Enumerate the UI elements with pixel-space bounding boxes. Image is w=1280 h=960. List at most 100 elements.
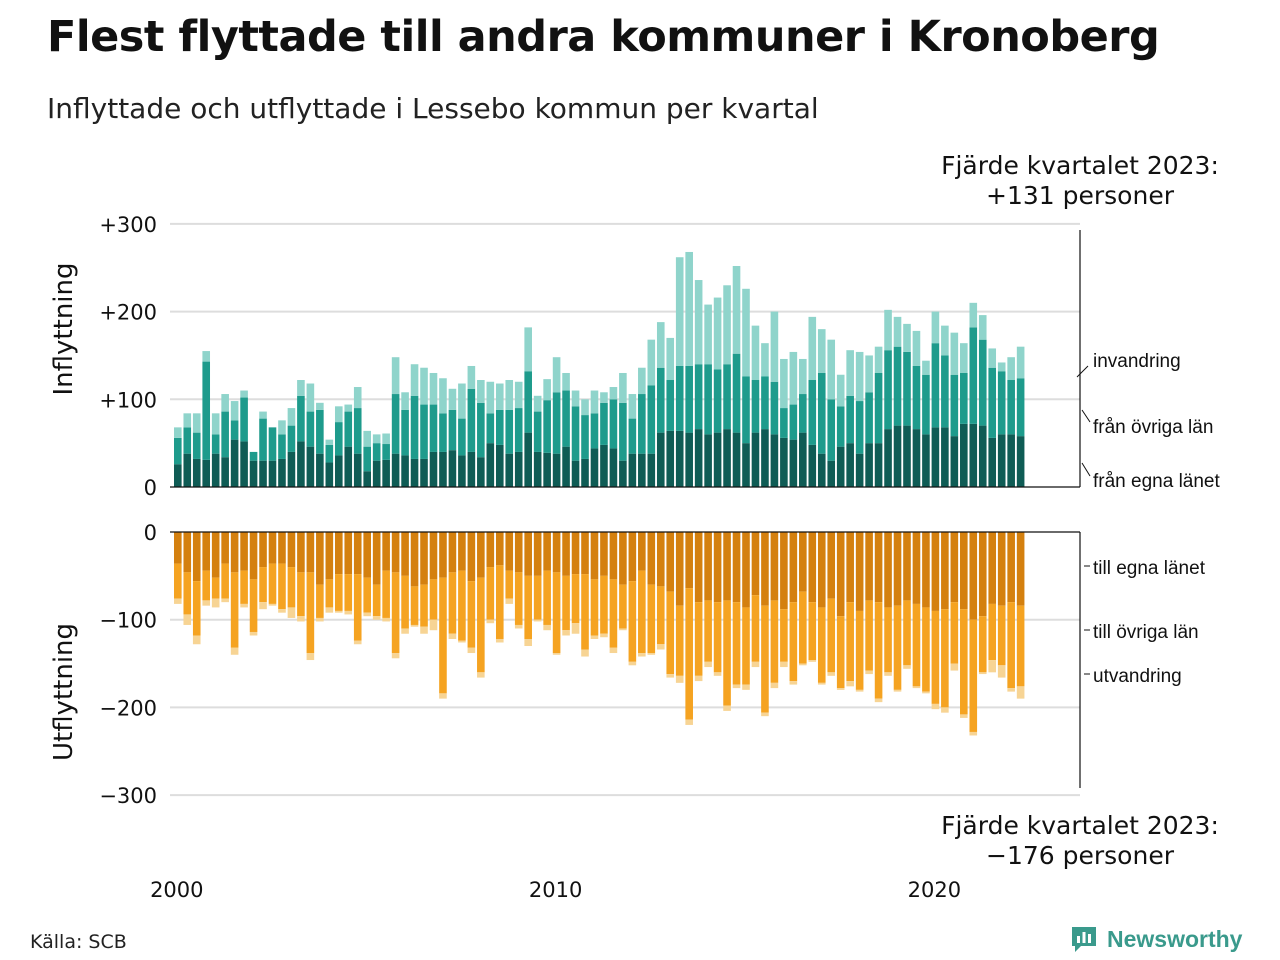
bar-in-egna — [713, 432, 722, 487]
bar-ut-ovriga — [410, 586, 419, 625]
y-axis-title-out: Utflyttning — [49, 623, 79, 761]
bar-in-ovriga — [997, 371, 1006, 435]
bar-ut-ovriga — [571, 574, 580, 624]
bar-in-invandring — [486, 381, 495, 414]
bar-in-invandring — [448, 388, 457, 410]
bar-in-egna — [353, 453, 362, 487]
bar-in-invandring — [950, 332, 959, 375]
bar-in-ovriga — [742, 376, 750, 444]
bar-ut-egna — [761, 532, 769, 606]
bar-ut-ovriga — [514, 572, 523, 625]
bar-ut-utvandring — [401, 628, 409, 634]
bar-in-egna — [391, 453, 400, 487]
bar-in-ovriga — [590, 413, 599, 449]
bar-in-ovriga — [448, 409, 457, 451]
bar-in-invandring — [401, 392, 409, 410]
bar-ut-utvandring — [609, 647, 618, 654]
axes: +300 +200 +100 0 0 −100 −200 −300 2000 2010 2020 — [99, 213, 1080, 902]
bar-in-egna — [808, 444, 817, 487]
bar-ut-utvandring — [969, 731, 978, 736]
bar-ut-egna — [429, 532, 438, 580]
bar-in-invandring — [467, 365, 476, 389]
bar-ut-utvandring — [495, 638, 504, 643]
bar-in-invandring — [259, 411, 267, 419]
bar-in-ovriga — [855, 401, 864, 454]
bar-ut-utvandring — [410, 624, 419, 627]
bar-in-invandring — [183, 413, 192, 428]
bar-ut-utvandring — [922, 691, 930, 694]
bar-ut-ovriga — [372, 584, 381, 617]
bar-in-invandring — [477, 380, 485, 403]
x-tick: 2010 — [529, 878, 582, 902]
chart-title: Flest flyttade till andra kommuner i Kro… — [47, 12, 1160, 62]
bar-in-invandring — [609, 387, 618, 400]
bar-in-egna — [316, 453, 324, 487]
bar-ut-ovriga — [429, 579, 438, 620]
newsworthy-logo-icon — [1072, 927, 1096, 952]
bar-in-invandring — [429, 372, 438, 405]
bar-in-ovriga — [372, 443, 381, 461]
bar-ut-utvandring — [732, 684, 741, 689]
bar-ut-ovriga — [477, 577, 485, 673]
bar-ut-ovriga — [230, 572, 239, 648]
bar-ut-ovriga — [543, 570, 551, 625]
bar-in-invandring — [458, 383, 466, 419]
bar-in-ovriga — [912, 365, 921, 430]
bar-in-egna — [306, 446, 315, 487]
bar-ut-ovriga — [334, 574, 343, 611]
bar-in-invandring — [571, 390, 580, 407]
bar-ut-ovriga — [249, 579, 258, 632]
bar-ut-egna — [903, 532, 911, 601]
bar-ut-utvandring — [960, 714, 968, 718]
bar-ut-utvandring — [297, 616, 305, 622]
bar-ut-egna — [600, 532, 608, 576]
bar-ut-egna — [249, 532, 258, 580]
bar-ut-egna — [240, 532, 248, 571]
bar-ut-egna — [344, 532, 353, 575]
bar-ut-egna — [997, 532, 1006, 606]
bar-ut-egna — [486, 532, 495, 568]
bar-in-ovriga — [552, 392, 561, 454]
bar-in-egna — [429, 451, 438, 487]
bar-ut-utvandring — [477, 672, 485, 678]
bar-in-egna — [922, 434, 930, 487]
bar-in-ovriga — [827, 399, 836, 461]
bar-in-egna — [789, 439, 798, 487]
bar-in-egna — [344, 446, 353, 487]
bar-in-egna — [287, 451, 296, 487]
bar-ut-egna — [174, 532, 182, 564]
bar-ut-egna — [723, 532, 731, 601]
annotation-in-line2: +131 personer — [986, 181, 1175, 210]
bar-ut-egna — [638, 532, 646, 571]
bar-ut-utvandring — [240, 603, 248, 608]
bar-ut-egna — [960, 532, 968, 610]
bar-ut-utvandring — [666, 674, 675, 678]
bar-ut-ovriga — [505, 570, 514, 599]
bar-ut-utvandring — [429, 619, 438, 631]
bar-in-invandring — [656, 322, 665, 368]
bar-ut-utvandring — [505, 598, 514, 604]
bar-in-egna — [751, 432, 760, 487]
annotation-out-line2: −176 personer — [986, 841, 1175, 870]
bar-ut-utvandring — [874, 698, 883, 703]
bar-ut-utvandring — [799, 663, 807, 666]
bar-ut-ovriga — [988, 603, 997, 661]
bar-ut-egna — [799, 532, 807, 592]
bar-ut-utvandring — [230, 647, 239, 655]
bar-ut-egna — [656, 532, 665, 587]
bar-ut-ovriga — [694, 602, 703, 676]
bar-ut-ovriga — [174, 563, 182, 599]
bar-ut-ovriga — [420, 584, 428, 627]
bar-ut-utvandring — [533, 619, 542, 622]
bar-ut-egna — [410, 532, 419, 587]
y-tick-out: −100 — [99, 609, 157, 633]
y-tick-out: −300 — [99, 784, 157, 808]
bar-in-egna — [495, 444, 504, 487]
bar-in-invandring — [751, 325, 760, 381]
bar-ut-egna — [259, 532, 267, 568]
bar-in-egna — [514, 451, 523, 487]
bar-in-invandring — [855, 351, 864, 402]
bar-ut-egna — [666, 532, 675, 592]
brand-logo[interactable]: Newsworthy — [1069, 924, 1242, 954]
y-tick-in: 0 — [144, 476, 157, 500]
